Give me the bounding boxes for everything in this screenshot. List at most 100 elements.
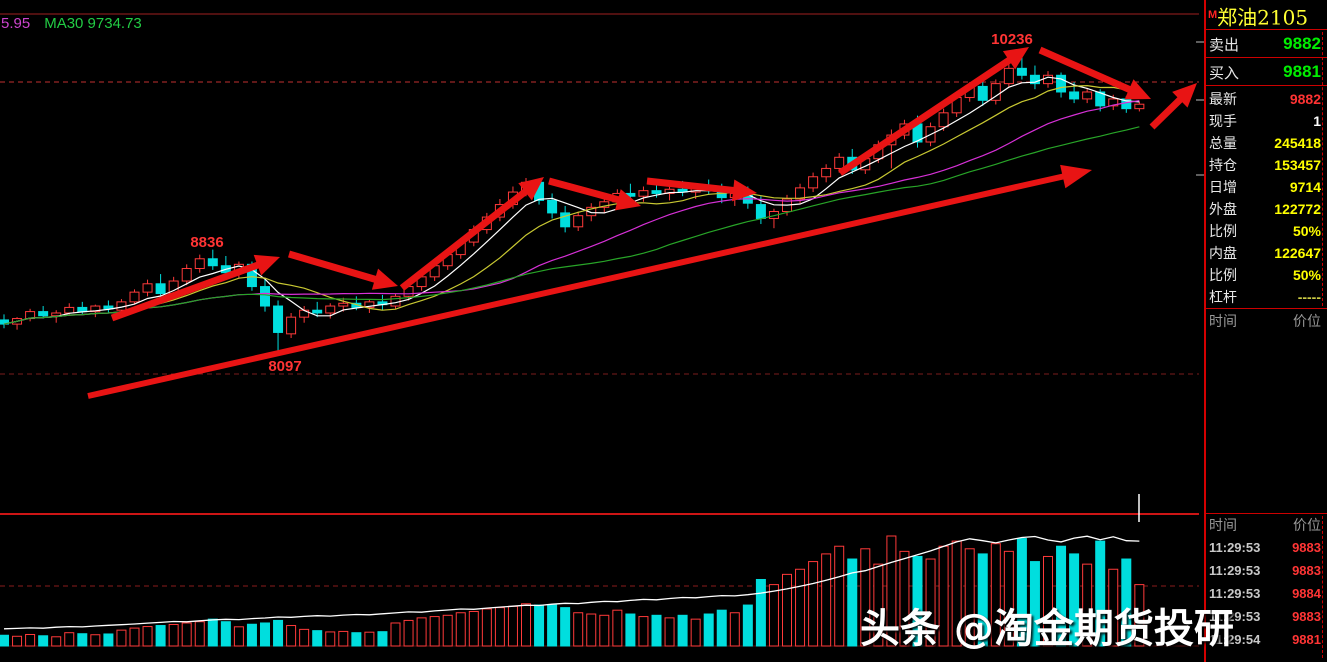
ma30-legend-value: MA30 9734.73 — [44, 15, 142, 32]
price-label: 10236 — [991, 31, 1033, 48]
volume-bar — [899, 550, 910, 647]
ma-line-10 — [3, 84, 1140, 325]
volume-bar — [599, 614, 610, 647]
quote-stats: 最新 9882 现手 1 总量 245418 持仓 153457 日增 9714 外盘 122772 比… — [1206, 88, 1327, 309]
candle-body — [260, 286, 270, 307]
volume-bar — [416, 617, 427, 647]
trend-arrow-annotation-head — [1172, 83, 1197, 108]
candle-body — [77, 306, 88, 313]
tick-price: 9883 — [1292, 563, 1321, 578]
candle-body — [1056, 74, 1067, 93]
volume-bar — [990, 543, 1001, 647]
quote-row: 比例 50% — [1206, 264, 1327, 286]
volume-bar — [755, 578, 766, 647]
trend-arrow-annotation — [838, 51, 1020, 176]
volume-bar — [1043, 555, 1053, 647]
tick-row: 11:29:53 9883 — [1206, 605, 1327, 628]
volume-bar — [377, 631, 388, 647]
candle-body — [599, 201, 610, 208]
quote-row-label: 杠杆 — [1209, 289, 1237, 305]
open-interest-line — [3, 535, 1140, 630]
volume-bar — [364, 631, 375, 647]
volume-bar — [560, 607, 571, 647]
volume-bar — [220, 621, 231, 647]
price-label: 8097 — [268, 358, 301, 375]
candle-body — [38, 311, 49, 317]
volume-bar — [677, 614, 688, 647]
volume-bar — [299, 628, 310, 647]
volume-bar — [181, 622, 192, 647]
trend-arrow-annotation-head — [253, 254, 280, 276]
quote-row-value: 1 — [1313, 113, 1321, 129]
volume-bar — [782, 573, 792, 647]
time-sales-rows: 11:29:53 9883 11:29:53 9883 11:29:53 9884 11:2… — [1206, 536, 1327, 651]
candle-body — [795, 187, 806, 200]
candle-body — [1016, 67, 1027, 76]
volume-bar — [390, 622, 401, 647]
volume-bar — [51, 636, 62, 647]
quote-row-value: 50% — [1292, 267, 1321, 283]
ma20-legend-value: 5.95 — [1, 15, 31, 32]
contract-title[interactable]: M郑油2105 — [1206, 0, 1327, 30]
volume-bar — [1134, 584, 1145, 647]
trend-arrow-annotation-head — [1002, 47, 1029, 70]
volume-bar — [729, 612, 740, 647]
candle-body — [1043, 74, 1053, 85]
bid-row[interactable]: 买入 9881 — [1206, 59, 1327, 86]
volume-bar — [912, 555, 923, 647]
candle-body — [1134, 103, 1145, 110]
price-column-header: 价位 — [1293, 517, 1321, 533]
candle-body — [0, 319, 9, 325]
quote-panel: M郑油2105 卖出 9882 买入 9881 最新 9882 现手 1 总量 24541… — [1206, 0, 1327, 662]
volume-bar — [168, 624, 179, 647]
tape-header-mid: 时间 价位 — [1206, 310, 1327, 332]
candle-body — [129, 291, 140, 303]
volume-bar — [742, 604, 753, 647]
ma-line-5 — [3, 76, 1140, 325]
candle-body — [181, 268, 192, 282]
candle-body — [364, 301, 375, 308]
tick-price: 9883 — [1292, 609, 1321, 624]
volume-bar — [964, 548, 975, 647]
volume-bar — [273, 619, 284, 647]
candle-body — [560, 212, 571, 228]
volume-bar — [403, 619, 414, 647]
trend-arrow-annotation-head — [731, 179, 757, 202]
quote-row-label: 比例 — [1209, 223, 1237, 239]
quote-row: 内盘 122647 — [1206, 242, 1327, 264]
volume-bar — [260, 622, 270, 647]
volume-bar — [651, 614, 662, 647]
tick-row: 11:29:53 9884 — [1206, 582, 1327, 605]
candle-body — [325, 305, 336, 314]
candle-body — [638, 190, 649, 197]
volume-bar — [116, 629, 127, 647]
candle-body — [51, 312, 62, 317]
volume-bar — [494, 607, 505, 647]
tick-time: 11:29:53 — [1209, 609, 1261, 624]
volume-bar — [1003, 550, 1014, 647]
volume-bar — [547, 604, 558, 647]
volume-bar — [977, 553, 988, 647]
time-column-header: 时间 — [1209, 517, 1237, 533]
tick-row: 11:29:53 9883 — [1206, 536, 1327, 559]
ask-price: 9882 — [1283, 34, 1321, 53]
time-column-header: 时间 — [1209, 313, 1237, 329]
sidebar-divider — [1204, 0, 1206, 662]
quote-row-label: 总量 — [1209, 135, 1237, 151]
volume-bar — [142, 626, 153, 647]
quote-row-label: 日增 — [1209, 179, 1237, 195]
sidebar-dashed-line — [1322, 516, 1323, 658]
volume-bar — [716, 609, 727, 647]
volume-bar — [129, 627, 140, 647]
tick-row: 11:29:53 9883 — [1206, 559, 1327, 582]
volume-bar — [690, 618, 701, 647]
candle-body — [207, 258, 218, 267]
candle-body — [273, 305, 284, 333]
ask-row[interactable]: 卖出 9882 — [1206, 31, 1327, 58]
candle-body — [338, 302, 349, 307]
quote-row-value: 153457 — [1274, 157, 1321, 173]
volume-bar — [834, 545, 845, 647]
quote-row-label: 现手 — [1209, 113, 1237, 129]
volume-bar — [90, 634, 101, 647]
